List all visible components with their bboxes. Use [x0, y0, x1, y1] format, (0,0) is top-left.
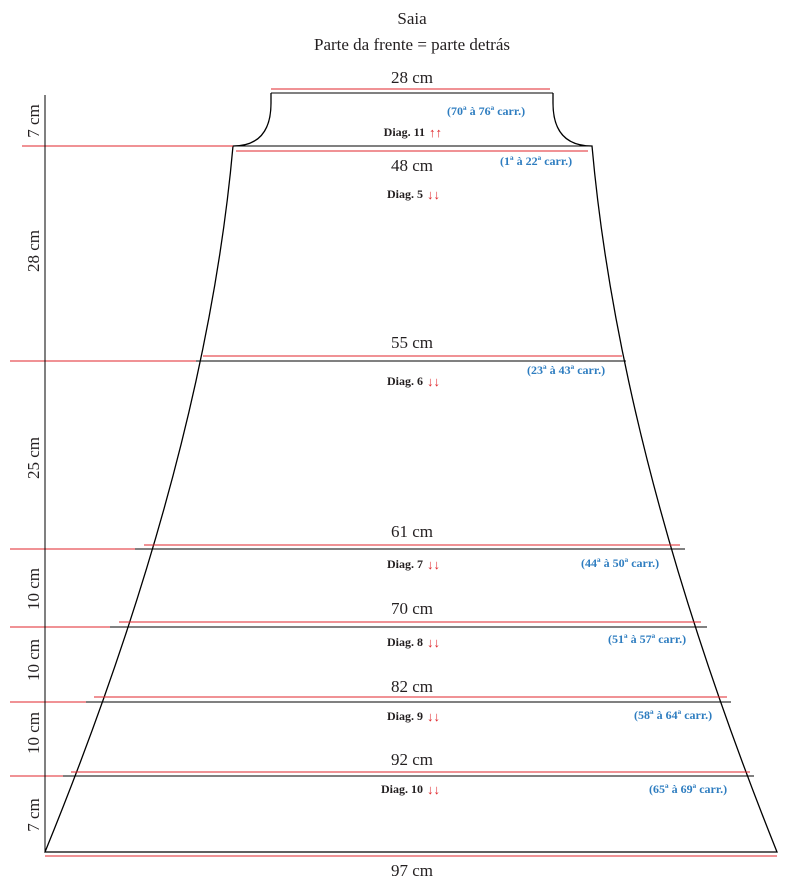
height-label: 10 cm: [24, 568, 43, 610]
height-label: 25 cm: [24, 437, 43, 479]
diagram-ref: Diag. 6: [387, 374, 423, 388]
row-range-note: (1ª à 22ª carr.): [500, 154, 572, 168]
diagram-ref: Diag. 8: [387, 635, 423, 649]
diagram-ref: Diag. 10: [381, 782, 423, 796]
row-range-note: (51ª à 57ª carr.): [608, 632, 686, 646]
height-label: 7 cm: [24, 798, 43, 832]
height-extension-lines: [10, 145, 233, 777]
row-range-note: (70ª à 76ª carr.): [447, 104, 525, 118]
width-label: 92 cm: [391, 750, 433, 769]
direction-down-arrows-icon: ↓↓: [427, 374, 440, 389]
direction-down-arrows-icon: ↓↓: [427, 782, 440, 797]
direction-up-arrows-icon: ↑↑: [429, 125, 442, 140]
direction-down-arrows-icon: ↓↓: [427, 635, 440, 650]
diagram-title: Saia: [397, 9, 427, 28]
direction-down-arrows-icon: ↓↓: [427, 187, 440, 202]
width-measure-lines: [45, 88, 777, 857]
width-label: 55 cm: [391, 333, 433, 352]
row-range-note: (44ª à 50ª carr.): [581, 556, 659, 570]
row-range-note: (65ª à 69ª carr.): [649, 782, 727, 796]
width-label: 61 cm: [391, 522, 433, 541]
width-label: 70 cm: [391, 599, 433, 618]
height-label: 7 cm: [24, 104, 43, 138]
width-label: 48 cm: [391, 156, 433, 175]
diagram-ref: Diag. 9: [387, 709, 423, 723]
section-dividers: [63, 92, 754, 777]
diagram-subtitle: Parte da frente = parte detrás: [314, 35, 510, 54]
height-label: 10 cm: [24, 639, 43, 681]
row-range-note: (58ª à 64ª carr.): [634, 708, 712, 722]
height-label: 10 cm: [24, 712, 43, 754]
direction-down-arrows-icon: ↓↓: [427, 557, 440, 572]
diagram-ref: Diag. 5: [387, 187, 423, 201]
height-label: 28 cm: [24, 230, 43, 272]
width-label: 28 cm: [391, 68, 433, 87]
diagram-ref: Diag. 7: [387, 557, 423, 571]
diagram-ref: Diag. 11: [384, 125, 425, 139]
skirt-outline: [44, 93, 778, 853]
width-label: 97 cm: [391, 861, 433, 880]
row-range-note: (23ª à 43ª carr.): [527, 363, 605, 377]
width-label: 82 cm: [391, 677, 433, 696]
direction-down-arrows-icon: ↓↓: [427, 709, 440, 724]
